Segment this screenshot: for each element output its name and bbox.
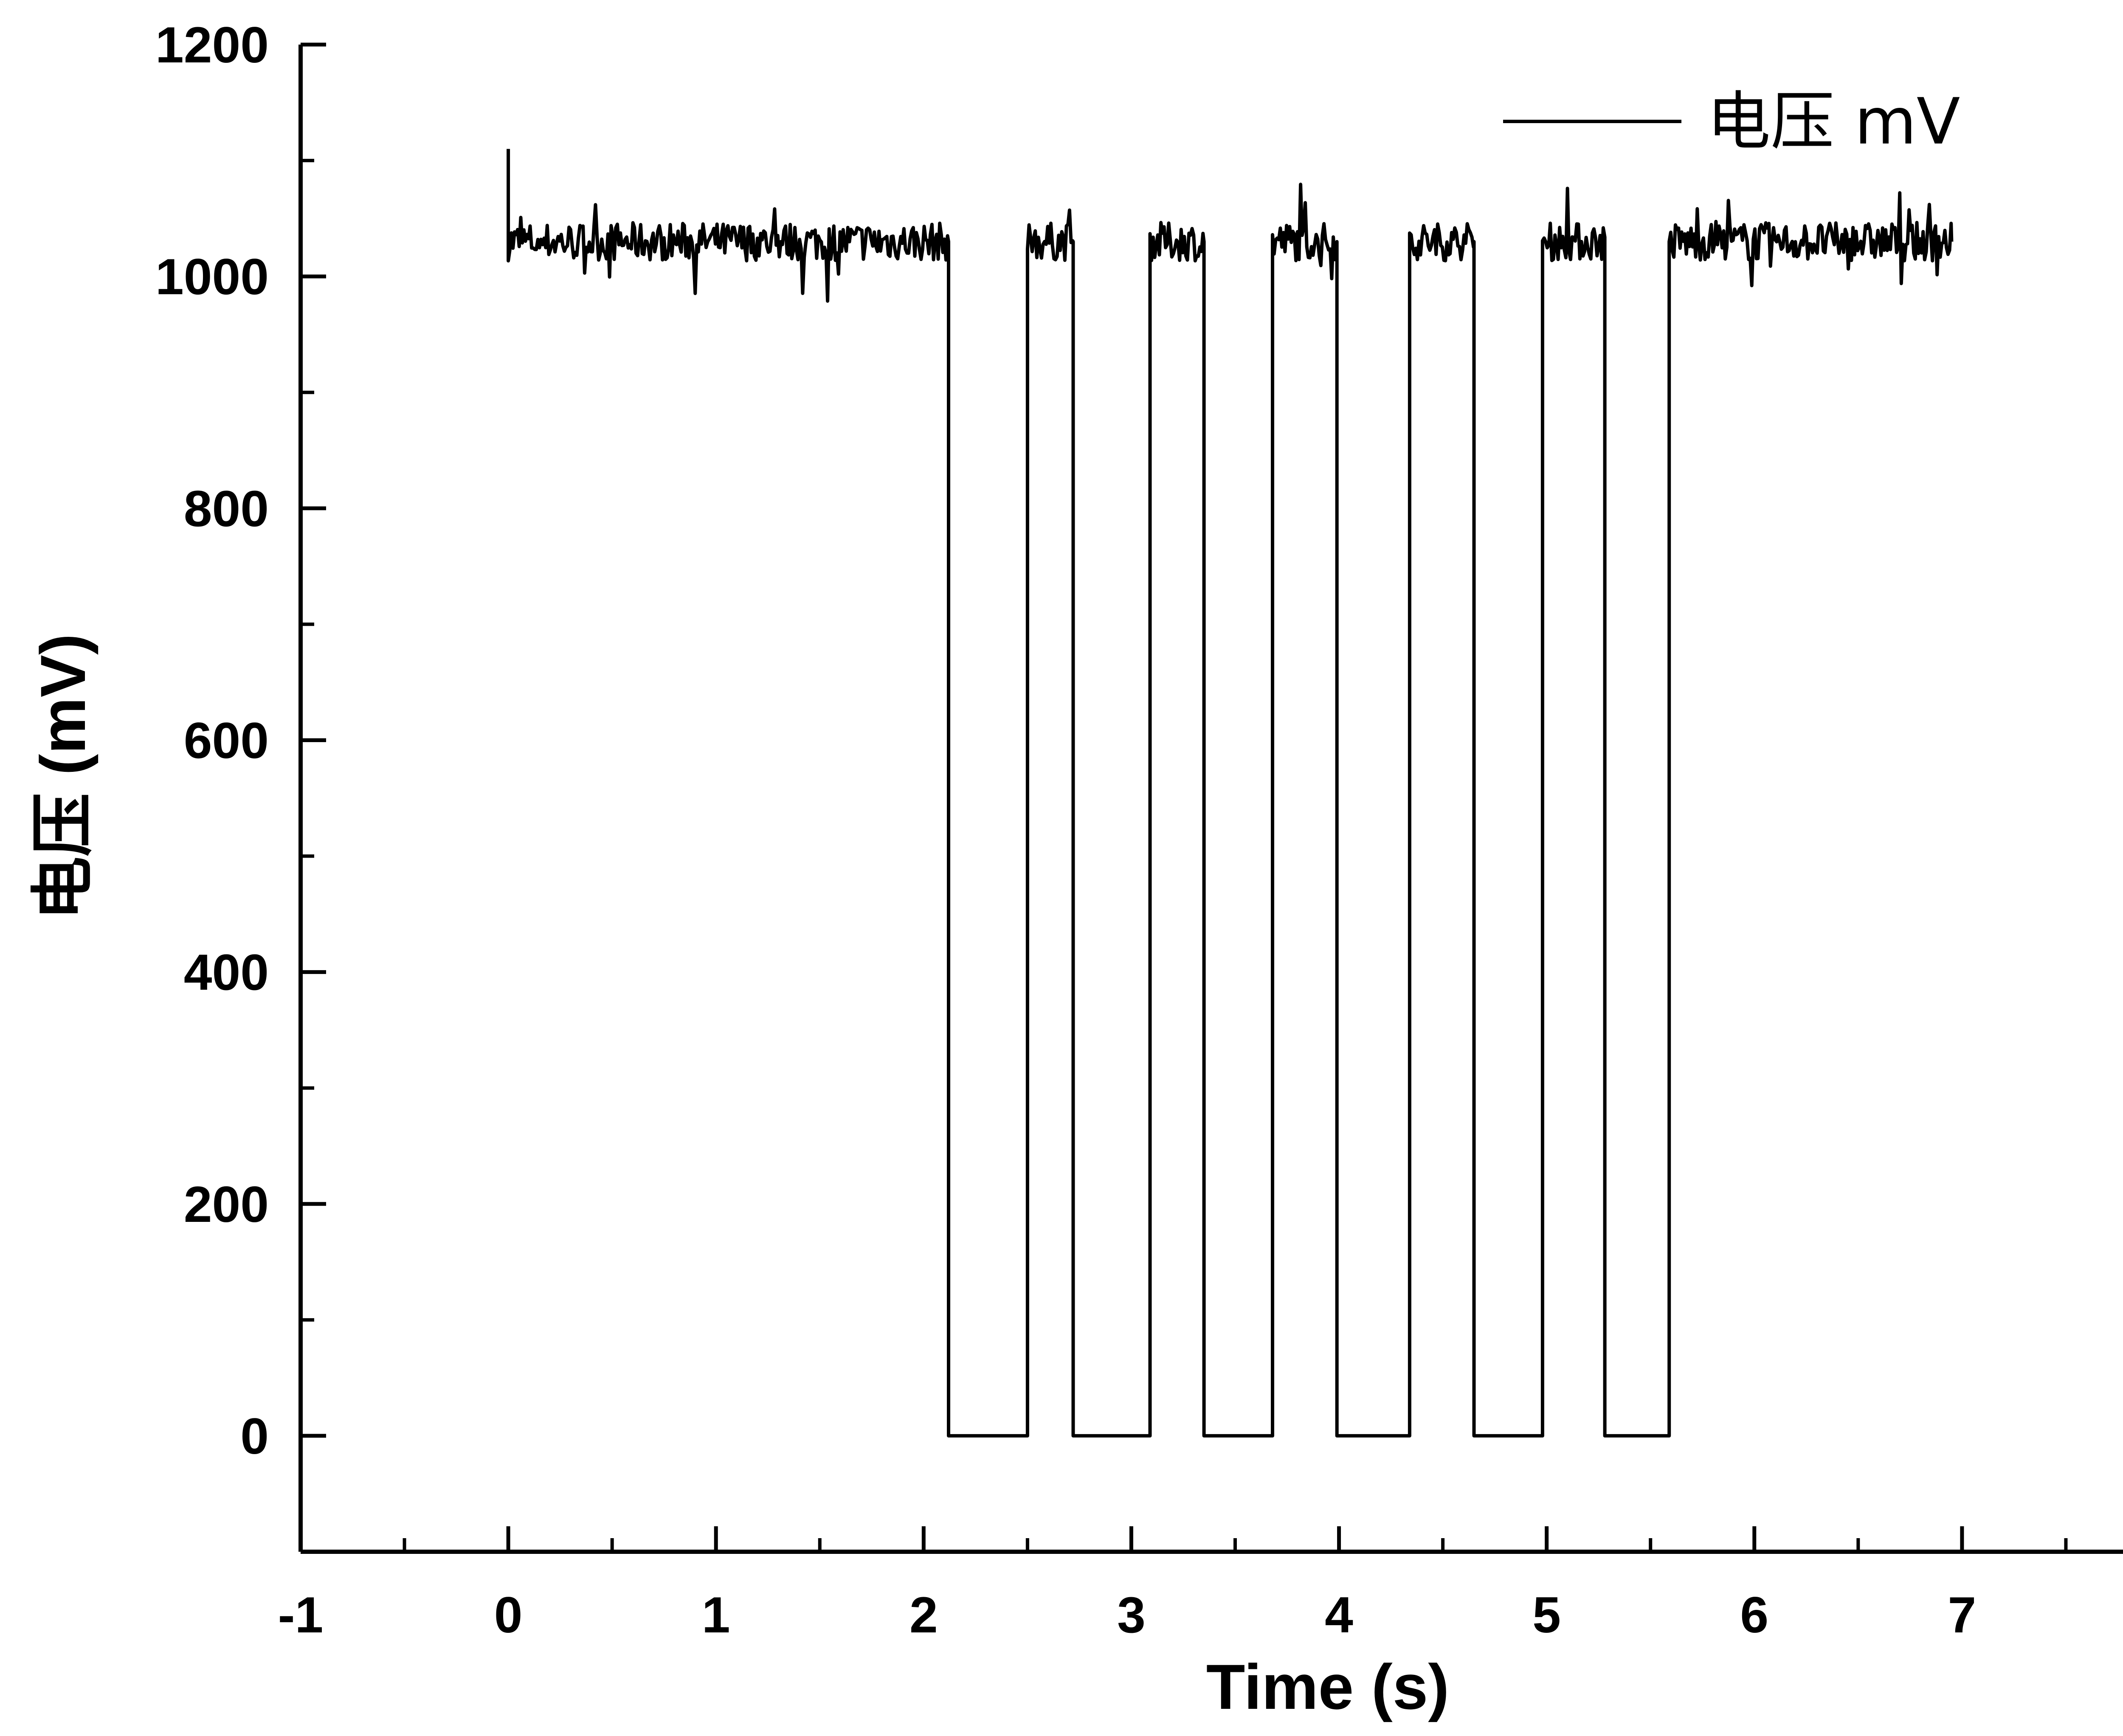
legend[interactable]: 电压 mV [1503, 85, 1960, 159]
y-axis-title: 电压 (mV) [27, 633, 99, 920]
x-tick-label: 5 [1532, 1587, 1561, 1643]
y-tick-label: 600 [184, 712, 269, 769]
tick-labels: -1012345678020040060080010001200 [155, 17, 1977, 1643]
y-tick-label: 800 [184, 480, 269, 537]
x-tick-label: 2 [909, 1587, 938, 1643]
y-tick-label: 0 [240, 1408, 269, 1465]
x-tick-label: 6 [1740, 1587, 1768, 1643]
x-tick-label: 1 [702, 1587, 730, 1643]
tick-marks [298, 42, 2068, 1553]
y-tick-label: 1200 [155, 17, 269, 73]
series-line-voltage [507, 149, 1954, 1438]
y-tick-label: 400 [184, 944, 269, 1001]
x-tick-label: 0 [494, 1587, 523, 1643]
y-tick-label: 200 [184, 1176, 269, 1233]
plot-area [507, 149, 1954, 1438]
x-tick-label: 7 [1948, 1587, 1977, 1643]
axes [298, 45, 2123, 1554]
x-tick-label: 3 [1117, 1587, 1146, 1643]
y-tick-label: 1000 [155, 248, 269, 305]
legend-label: 电压 mV [1707, 85, 1960, 159]
x-tick-label: -1 [278, 1587, 324, 1643]
x-axis-title: Time (s) [1206, 1651, 1449, 1722]
x-tick-label: 4 [1325, 1587, 1353, 1643]
